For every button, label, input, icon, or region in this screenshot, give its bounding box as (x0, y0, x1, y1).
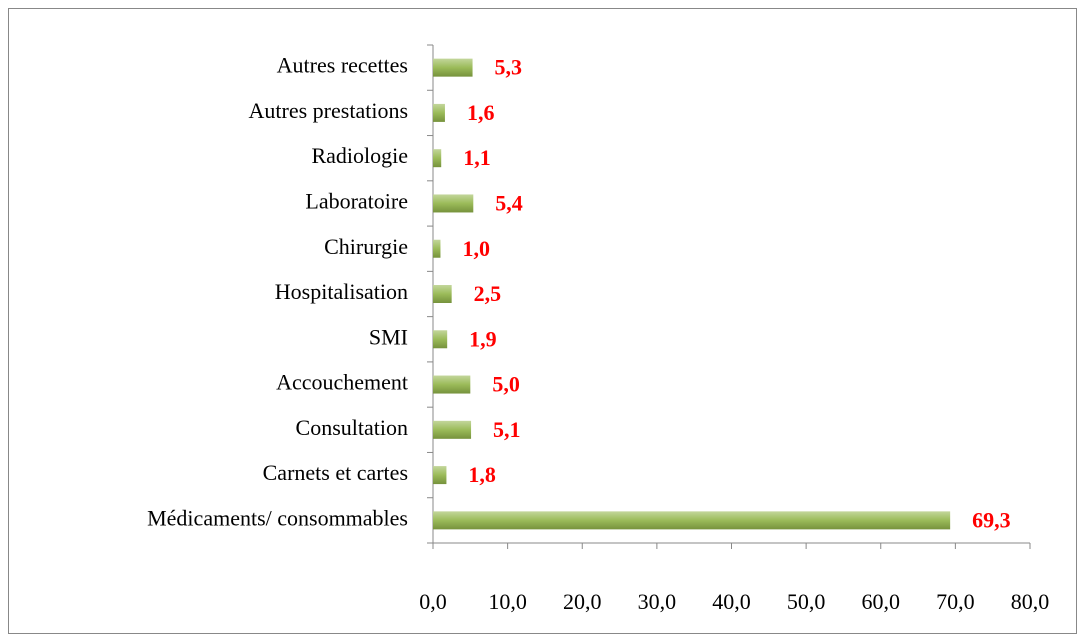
x-tick-label: 0,0 (419, 589, 447, 614)
x-tick-label: 40,0 (712, 589, 751, 614)
value-label: 5,4 (495, 191, 523, 216)
value-label: 5,3 (495, 55, 523, 80)
bar (433, 103, 445, 122)
x-tick-label: 70,0 (936, 589, 975, 614)
chart-frame (8, 8, 1077, 634)
value-label: 1,1 (463, 145, 491, 170)
y-tick-label: Médicaments/ consommables (147, 505, 408, 530)
value-label: 69,3 (972, 507, 1011, 532)
value-label: 1,6 (467, 100, 495, 125)
y-tick-label: Radiologie (311, 143, 408, 168)
y-tick-label: SMI (369, 324, 408, 349)
bar (433, 466, 447, 485)
bar (433, 511, 951, 530)
x-tick-label: 60,0 (862, 589, 901, 614)
y-tick-label: Chirurgie (324, 234, 408, 259)
y-tick-label: Consultation (296, 415, 408, 440)
value-label: 2,5 (474, 281, 502, 306)
bar (433, 58, 473, 77)
x-tick-label: 80,0 (1011, 589, 1050, 614)
bar (433, 285, 452, 303)
bar (433, 239, 441, 258)
bar (433, 375, 471, 394)
x-tick-label: 50,0 (787, 589, 826, 614)
y-tick-label: Accouchement (276, 370, 408, 395)
x-tick-label: 20,0 (563, 589, 602, 614)
y-tick-label: Carnets et cartes (263, 460, 408, 485)
x-tick-label: 30,0 (638, 589, 677, 614)
y-tick-label: Autres prestations (249, 98, 408, 123)
value-label: 1,9 (469, 326, 497, 351)
value-label: 1,8 (468, 462, 496, 487)
x-tick-label: 10,0 (488, 589, 527, 614)
bar (433, 420, 472, 439)
value-label: 5,1 (493, 417, 520, 442)
bar (433, 194, 474, 213)
value-label: 5,0 (492, 372, 520, 397)
y-tick-label: Autres recettes (277, 53, 408, 78)
y-tick-label: Laboratoire (305, 189, 408, 214)
bar (433, 330, 448, 349)
bar (433, 149, 442, 168)
y-tick-label: Hospitalisation (275, 279, 408, 304)
value-label: 1,0 (462, 236, 490, 261)
